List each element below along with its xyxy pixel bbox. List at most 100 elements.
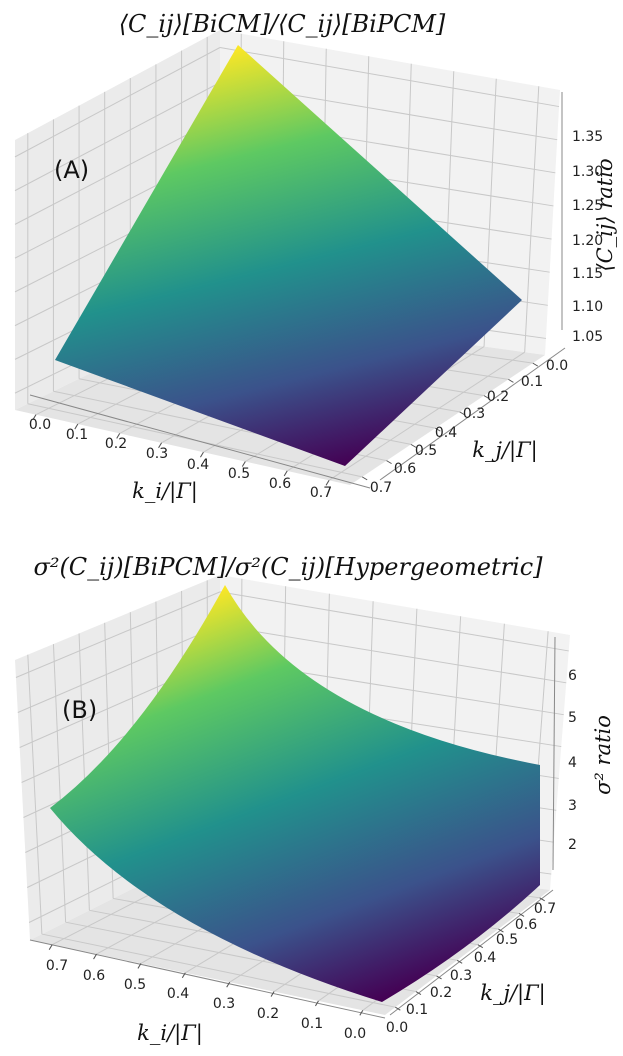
grid-line: [14, 82, 221, 192]
z-tick-labels: 1.05 1.10 1.15 1.20 1.25 1.30 1.35: [572, 129, 603, 345]
surface-fill: [55, 45, 522, 466]
y-tick-label: 0.4: [474, 950, 496, 966]
x-tick-label: 0.2: [257, 1006, 279, 1022]
tick-marks: [48, 897, 545, 1016]
tick-mark: [93, 953, 97, 960]
y-tick-label: 0.3: [450, 968, 472, 984]
y-tick-labels: 0.7 0.6 0.5 0.4 0.3 0.2 0.1 0.0: [370, 358, 568, 496]
x-tick-labels: 0.7 0.6 0.5 0.4 0.3 0.2 0.1 0.0: [46, 958, 366, 1042]
z-tick-label: 2: [568, 837, 577, 853]
grid-line: [17, 625, 221, 713]
y-tick-label: 0.5: [496, 932, 518, 948]
tick-mark: [283, 470, 288, 477]
tick-mark: [241, 461, 246, 467]
z-tick-label: 5: [568, 710, 577, 726]
z-axis-label: σ² ratio: [591, 715, 615, 795]
y-tick-label: 0.0: [386, 1020, 408, 1036]
x-tick-label: 0.6: [83, 968, 105, 984]
grid-line: [52, 644, 67, 923]
chart-title: ⟨C_ij⟩[BiCM]/⟨C_ij⟩[BiPCM]: [119, 10, 446, 38]
y-tick-label: 0.2: [430, 985, 452, 1001]
tick-mark: [435, 427, 441, 432]
z-tick-label: 3: [568, 798, 577, 814]
tick-mark: [539, 897, 545, 902]
x-tick-label: 0.0: [29, 417, 51, 433]
y-tick-labels: 0.0 0.1 0.2 0.3 0.4 0.5 0.6 0.7: [386, 901, 556, 1036]
tick-mark: [518, 913, 525, 917]
y-axis-label: k_j/|Γ|: [472, 438, 538, 463]
x-axis-line: [29, 939, 386, 1019]
y-tick-label: 0.2: [487, 389, 509, 405]
x-tick-label: 0.5: [124, 977, 146, 993]
x-tick-label: 0.4: [167, 986, 189, 1002]
y-tick-label: 0.1: [406, 1002, 428, 1018]
x-axis-line: [29, 394, 371, 489]
y-axis-label: k_j/|Γ|: [480, 981, 546, 1006]
z-tick-label: 1.20: [572, 233, 603, 249]
x-tick-labels: 0.0 0.1 0.2 0.3 0.4 0.5 0.6 0.7: [29, 417, 332, 501]
tick-mark: [477, 944, 484, 949]
x-axis-label: k_i/|Γ|: [137, 1021, 203, 1046]
z-tick-label: 1.10: [572, 299, 603, 315]
panel-b: σ²(C_ij)[BiPCM]/σ²(C_ij)[Hypergeometric]…: [15, 553, 615, 1046]
y-tick-label: 0.6: [515, 917, 537, 933]
tick-marks: [32, 362, 539, 486]
y-tick-label: 0.7: [534, 901, 556, 917]
z-tick-label: 1.25: [572, 198, 603, 214]
grid-line: [15, 591, 221, 678]
grid-line: [219, 625, 567, 684]
tick-mark: [200, 451, 204, 458]
y-tick-label: 0.3: [463, 406, 485, 422]
y-axis-line: [389, 889, 554, 1016]
tick-mark: [359, 1010, 364, 1016]
tick-mark: [410, 443, 417, 448]
x-axis-label: k_i/|Γ|: [132, 479, 198, 504]
tick-mark: [395, 1006, 401, 1011]
tick-mark: [386, 460, 392, 465]
tick-mark: [74, 423, 79, 430]
z-tick-label: 1.15: [572, 266, 603, 282]
tick-mark: [137, 963, 142, 969]
z-tick-label: 1.30: [572, 164, 603, 180]
tick-mark: [456, 959, 463, 964]
panel-a: ⟨C_ij⟩[BiCM]/⟨C_ij⟩[BiPCM] (A) k_i/|Γ| k…: [14, 10, 617, 504]
tick-mark: [270, 991, 275, 997]
surface-fill: [50, 585, 540, 1002]
z-tick-label: 4: [568, 755, 577, 771]
grid-line: [78, 633, 90, 911]
grid-line: [524, 86, 540, 353]
y-tick-label: 0.5: [415, 443, 437, 459]
x-tick-label: 0.7: [310, 485, 332, 501]
tick-mark: [181, 972, 186, 979]
y-axis-line: [379, 347, 566, 481]
y-tick-label: 0.6: [394, 461, 416, 477]
y-tick-label: 0.4: [435, 425, 457, 441]
tick-mark: [315, 1000, 319, 1007]
z-tick-label: 6: [568, 668, 577, 684]
z-axis-line: [552, 636, 556, 871]
z-tick-label: 1.05: [572, 329, 603, 345]
x-tick-label: 0.1: [66, 427, 88, 443]
z-axis-label: ⟨C_ij⟩ ratio: [593, 158, 617, 271]
tick-mark: [158, 442, 162, 449]
tick-mark: [325, 480, 330, 486]
grid-line: [41, 933, 396, 1008]
x-tick-label: 0.7: [46, 958, 68, 974]
tick-mark: [436, 975, 442, 980]
grid-line: [219, 47, 560, 108]
tick-mark: [508, 378, 514, 383]
tick-mark: [48, 944, 53, 950]
panel-label: (B): [62, 696, 97, 724]
tick-mark: [361, 476, 368, 481]
x-tick-label: 0.0: [344, 1026, 366, 1042]
grid-line: [219, 591, 569, 652]
chart-title: σ²(C_ij)[BiPCM]/σ²(C_ij)[Hypergeometric]: [33, 553, 543, 581]
tick-mark: [32, 414, 37, 420]
x-tick-label: 0.1: [301, 1016, 323, 1032]
tick-mark: [226, 981, 231, 988]
tick-mark: [116, 433, 121, 439]
tick-mark: [498, 928, 504, 933]
x-tick-label: 0.3: [146, 446, 168, 462]
x-tick-label: 0.4: [187, 457, 209, 473]
